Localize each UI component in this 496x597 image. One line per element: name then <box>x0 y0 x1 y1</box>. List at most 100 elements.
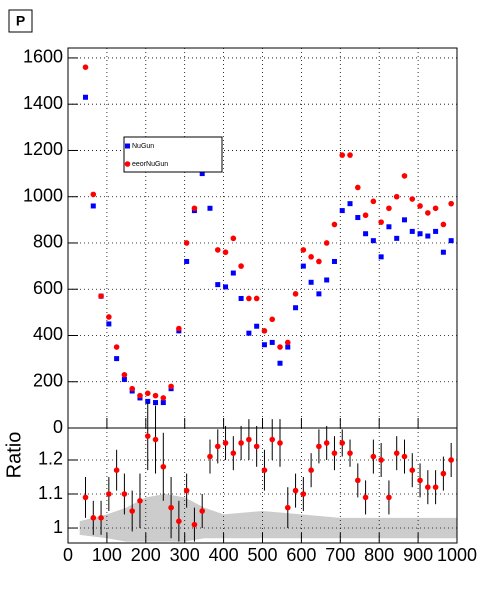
data-point <box>269 316 276 323</box>
data-point <box>440 221 447 228</box>
data-point <box>417 203 423 209</box>
data-point <box>223 284 229 290</box>
y-tick-label: 1.2 <box>38 449 63 469</box>
data-point <box>254 323 260 329</box>
data-point <box>440 249 446 255</box>
data-point <box>144 433 151 439</box>
y-tick-label: 800 <box>33 232 63 252</box>
data-point <box>191 205 198 212</box>
x-tick-label: 500 <box>247 545 277 565</box>
data-point <box>82 494 89 501</box>
data-point <box>222 440 229 446</box>
data-point <box>347 201 353 207</box>
data-point <box>277 360 283 366</box>
data-point <box>253 443 260 450</box>
data-point <box>82 64 89 70</box>
data-point <box>409 228 415 234</box>
data-point <box>238 295 244 301</box>
data-point <box>214 443 221 450</box>
data-point <box>230 450 237 456</box>
y-tick-label: 1200 <box>23 139 63 159</box>
data-point <box>331 258 337 264</box>
data-point <box>160 400 166 406</box>
data-point <box>378 254 384 260</box>
data-point <box>137 498 143 504</box>
data-point <box>137 392 143 399</box>
data-point <box>230 270 236 276</box>
data-point <box>417 477 423 484</box>
data-point <box>121 491 128 497</box>
data-point <box>253 295 260 302</box>
x-tick-label: 1000 <box>437 545 477 565</box>
data-point <box>339 208 345 214</box>
data-point <box>277 344 283 350</box>
x-tick-label: 800 <box>364 545 394 565</box>
data-point <box>292 291 299 297</box>
legend-marker <box>124 161 131 167</box>
data-point <box>160 395 167 401</box>
data-point <box>199 171 205 177</box>
data-point <box>300 247 307 253</box>
data-point <box>98 293 104 299</box>
data-point <box>448 457 454 463</box>
data-point <box>261 342 267 348</box>
data-point <box>207 205 213 211</box>
data-point <box>152 436 159 443</box>
data-point <box>207 453 213 460</box>
data-point <box>292 487 299 494</box>
data-point <box>129 385 135 392</box>
data-point <box>432 205 439 212</box>
data-point <box>386 224 392 230</box>
data-point <box>277 440 283 446</box>
legend-label: eeorNuGun <box>132 161 168 168</box>
data-point <box>339 440 346 446</box>
data-point <box>114 356 120 362</box>
data-point <box>323 240 330 246</box>
data-point <box>378 219 384 225</box>
data-point <box>316 258 322 265</box>
y-axis-label: Ratio <box>3 432 25 479</box>
data-point <box>191 521 198 528</box>
data-point <box>409 196 416 202</box>
y-tick-label: 1400 <box>23 93 63 113</box>
data-point <box>106 314 112 320</box>
data-point <box>238 440 244 446</box>
data-point <box>168 383 174 390</box>
data-point <box>347 450 353 456</box>
data-point <box>284 504 291 511</box>
data-point <box>347 152 353 158</box>
data-point <box>160 463 167 470</box>
data-point <box>308 254 314 260</box>
data-point <box>184 258 190 264</box>
data-point <box>98 515 104 521</box>
data-point <box>176 325 182 332</box>
x-tick-label: 900 <box>403 545 433 565</box>
data-point <box>214 247 221 253</box>
data-point <box>230 235 237 242</box>
data-point <box>269 436 276 443</box>
data-point <box>331 221 338 228</box>
y-tick-label: 0 <box>53 417 63 437</box>
data-point <box>386 205 392 212</box>
data-point <box>183 240 190 246</box>
data-point <box>370 198 377 205</box>
data-point <box>425 210 431 216</box>
data-point <box>269 339 275 345</box>
data-point <box>355 477 361 484</box>
data-point <box>355 184 361 191</box>
data-point <box>417 231 423 237</box>
data-point <box>308 467 314 473</box>
data-point <box>393 450 400 456</box>
data-point <box>144 390 151 397</box>
data-point <box>300 263 306 269</box>
legend-label: NuGun <box>132 143 154 150</box>
data-point <box>324 277 330 283</box>
data-point <box>145 398 151 404</box>
data-point <box>261 467 268 473</box>
data-point <box>90 203 96 209</box>
pad-label: P <box>16 13 25 29</box>
data-point <box>168 504 174 511</box>
data-point <box>246 295 252 302</box>
data-point <box>121 376 127 382</box>
data-point <box>90 515 97 521</box>
